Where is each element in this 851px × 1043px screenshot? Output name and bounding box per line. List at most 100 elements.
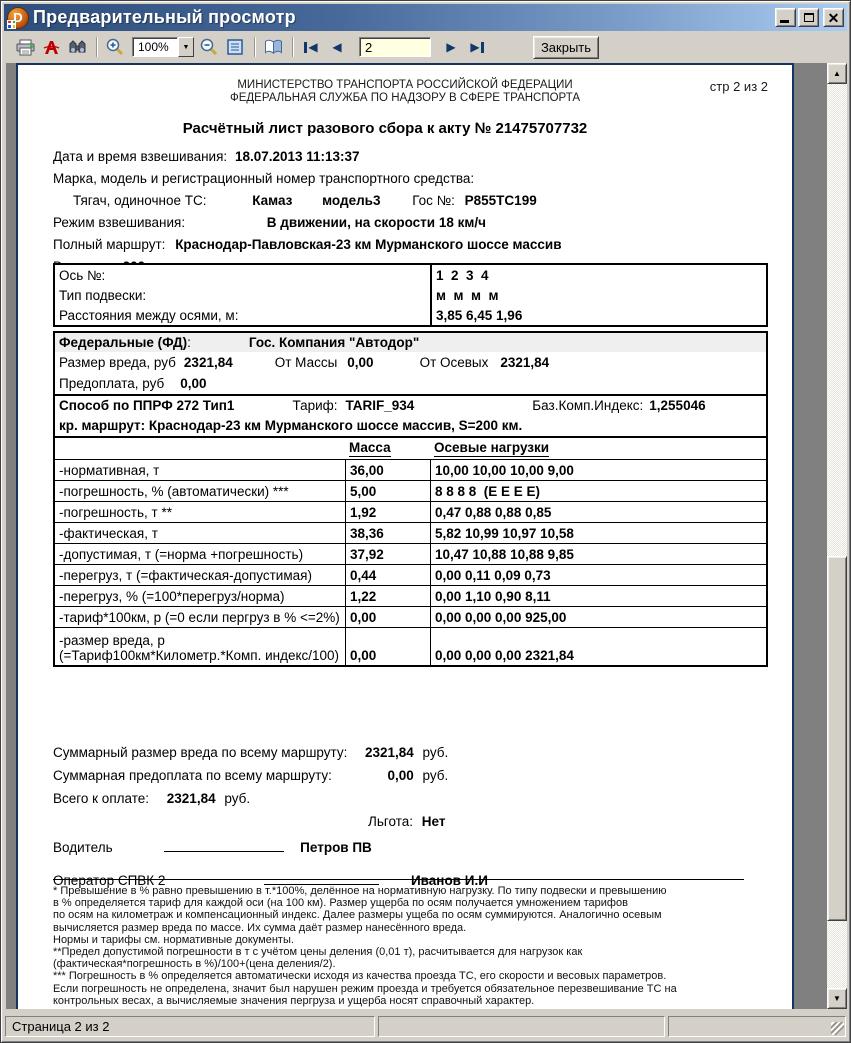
plate-label: Гос №:	[412, 193, 455, 208]
mass-value: 0,44	[345, 565, 430, 585]
zoom-out-button[interactable]	[197, 35, 221, 59]
title-bar[interactable]: D Предварительный просмотр ✕	[4, 4, 847, 31]
page-setup-icon	[264, 39, 282, 54]
table-row: Тип подвески: м м м м	[55, 285, 766, 305]
close-preview-button[interactable]: Закрыть	[533, 35, 599, 59]
axle-values: 8 8 8 8 (Е Е Е Е)	[430, 481, 766, 501]
zoom-dropdown-button[interactable]: ▼	[178, 37, 194, 57]
minimize-button[interactable]	[775, 8, 796, 27]
last-page-button[interactable]: ▶	[465, 35, 489, 59]
page-setup-button[interactable]	[261, 35, 285, 59]
footnote-line: по осям на километраж и компенсационный …	[53, 909, 662, 922]
app-icon[interactable]: D	[7, 6, 29, 29]
table-row: -погрешность, % (автоматически) *** 5,00…	[55, 480, 766, 501]
axle-values: 0,00 0,00 0,00 2321,84	[430, 628, 766, 665]
mass-value: 37,92	[345, 544, 430, 564]
footnote-line: контрольных весах, а вычисляемые значени…	[53, 994, 535, 1007]
footnote-divider	[53, 879, 744, 880]
prepay-value: 0,00	[180, 376, 207, 391]
first-page-icon	[304, 41, 308, 53]
row-label: -тариф*100км, р (=0 если пергруз в % <=2…	[59, 610, 340, 625]
from-mass-label: От Массы	[274, 355, 338, 370]
page-number-input[interactable]	[359, 37, 431, 57]
plate-value: Р855ТС199	[464, 193, 537, 208]
damage-row: Размер вреда, руб 2321,84 От Массы 0,00 …	[55, 352, 766, 373]
benefit-value: Нет	[421, 814, 446, 829]
search-icon	[69, 40, 85, 53]
total-prepay-value: 0,00	[387, 768, 414, 783]
prev-page-button[interactable]: ◀	[325, 35, 349, 59]
next-page-button[interactable]: ▶	[439, 35, 463, 59]
first-page-button[interactable]: ◀	[299, 35, 323, 59]
footnote-line: **Предел допустимой погрешности в т с уч…	[53, 946, 583, 959]
axle-values: 10,47 10,88 10,88 9,85	[430, 544, 766, 564]
axle-row-value: 1 2 3 4	[430, 265, 766, 285]
operator-name: Иванов И.И	[410, 873, 488, 888]
route-value: Краснодар-Павловская-23 км Мурманского ш…	[175, 237, 562, 252]
company-name: Гос. Компания "Автодор"	[248, 335, 420, 350]
scroll-up-button[interactable]: ▲	[827, 63, 847, 84]
maximize-button[interactable]	[798, 8, 819, 27]
axle-values: 0,00 1,10 0,90 8,11	[430, 586, 766, 606]
maximize-icon	[803, 13, 814, 22]
scroll-down-button[interactable]: ▼	[827, 988, 847, 1009]
row-label-line2: (=Тариф100км*Километр.*Комп. индекс/100)	[59, 648, 340, 663]
page-view-icon	[227, 39, 243, 55]
axle-row-label: Расстояния между осями, м:	[59, 307, 239, 323]
mass-value: 38,36	[345, 523, 430, 543]
zoom-in-icon	[106, 38, 124, 56]
print-button[interactable]	[13, 35, 37, 59]
table-row: Расстояния между осями, м: 3,85 6,45 1,9…	[55, 305, 766, 325]
resize-grip[interactable]	[831, 1022, 844, 1035]
scrollbar-thumb[interactable]	[827, 556, 847, 921]
row-label: -погрешность, т **	[59, 505, 172, 520]
mass-value: 36,00	[345, 460, 430, 480]
currency: руб.	[422, 768, 449, 783]
vertical-scrollbar[interactable]: ▲ ▼	[827, 63, 847, 1009]
total-prepay-label: Суммарная предоплата по всему маршруту:	[53, 768, 332, 783]
table-row: -нормативная, т 36,00 10,00 10,00 10,00 …	[55, 459, 766, 480]
benefit-label: Льгота:	[368, 814, 414, 829]
footnote-line: (фактическая*погрешность в %)/100+(цена …	[53, 958, 336, 971]
zoom-combo[interactable]: 100% ▼	[132, 37, 194, 57]
currency: руб.	[422, 745, 449, 760]
tariff-value: TARIF_934	[345, 398, 415, 413]
axle-values: 0,00 0,00 0,00 925,00	[430, 607, 766, 627]
mass-table-header: Масса Осевые нагрузки	[55, 436, 766, 459]
close-icon: ✕	[827, 9, 840, 26]
zoom-level-value[interactable]: 100%	[132, 37, 178, 57]
document-title: Расчётный лист разового сбора к акту № 2…	[182, 120, 588, 137]
date-value: 18.07.2013 11:13:37	[234, 149, 360, 164]
federal-section-label: Федеральные (ФД)	[59, 335, 188, 350]
row-label: -перегруз, т (=фактическая-допустимая)	[59, 568, 312, 583]
operator-label: Оператор СПВК 2	[53, 873, 166, 888]
vehicle-type-label: Тягач, одиночное ТС:	[73, 193, 207, 208]
chevron-down-icon: ▼	[182, 43, 190, 51]
prepay-row: Предоплата, руб 0,00	[55, 373, 766, 394]
search-button[interactable]	[65, 35, 89, 59]
page-view-button[interactable]	[223, 35, 247, 59]
close-window-button[interactable]: ✕	[823, 8, 844, 27]
last-page-icon	[480, 41, 484, 53]
vehicle-model: модель3	[322, 193, 381, 208]
total-damage-label: Суммарный размер вреда по всему маршруту…	[53, 745, 348, 760]
toolbar-separator	[254, 37, 256, 57]
document-page: МИНИСТЕРСТВО ТРАНСПОРТА РОССИЙСКОЙ ФЕДЕР…	[16, 63, 794, 1009]
triangle-up-icon: ▲	[833, 69, 841, 78]
mode-value: В движении, на скорости 18 км/ч	[266, 215, 486, 230]
axle-row-label: Тип подвески:	[59, 287, 147, 303]
export-pdf-button[interactable]	[39, 35, 63, 59]
table-row: -допустимая, т (=норма +погрешность) 37,…	[55, 543, 766, 564]
table-row: -погрешность, т ** 1,92 0,47 0,88 0,88 0…	[55, 501, 766, 522]
footnote-line: Если погрешность не определена, значит б…	[53, 982, 677, 995]
row-label-line1: -размер вреда, р	[59, 633, 165, 648]
axle-values: 0,47 0,88 0,88 0,85	[430, 502, 766, 522]
route-label: Полный маршрут:	[53, 237, 166, 252]
damage-value: 2321,84	[183, 355, 233, 370]
row-label: -нормативная, т	[59, 463, 160, 478]
total-damage-value: 2321,84	[364, 745, 414, 760]
footnote-line: вычисляется размер вреда по массе. Их су…	[53, 921, 467, 934]
table-row: Ось №: 1 2 3 4	[55, 265, 766, 285]
zoom-in-button[interactable]	[103, 35, 127, 59]
